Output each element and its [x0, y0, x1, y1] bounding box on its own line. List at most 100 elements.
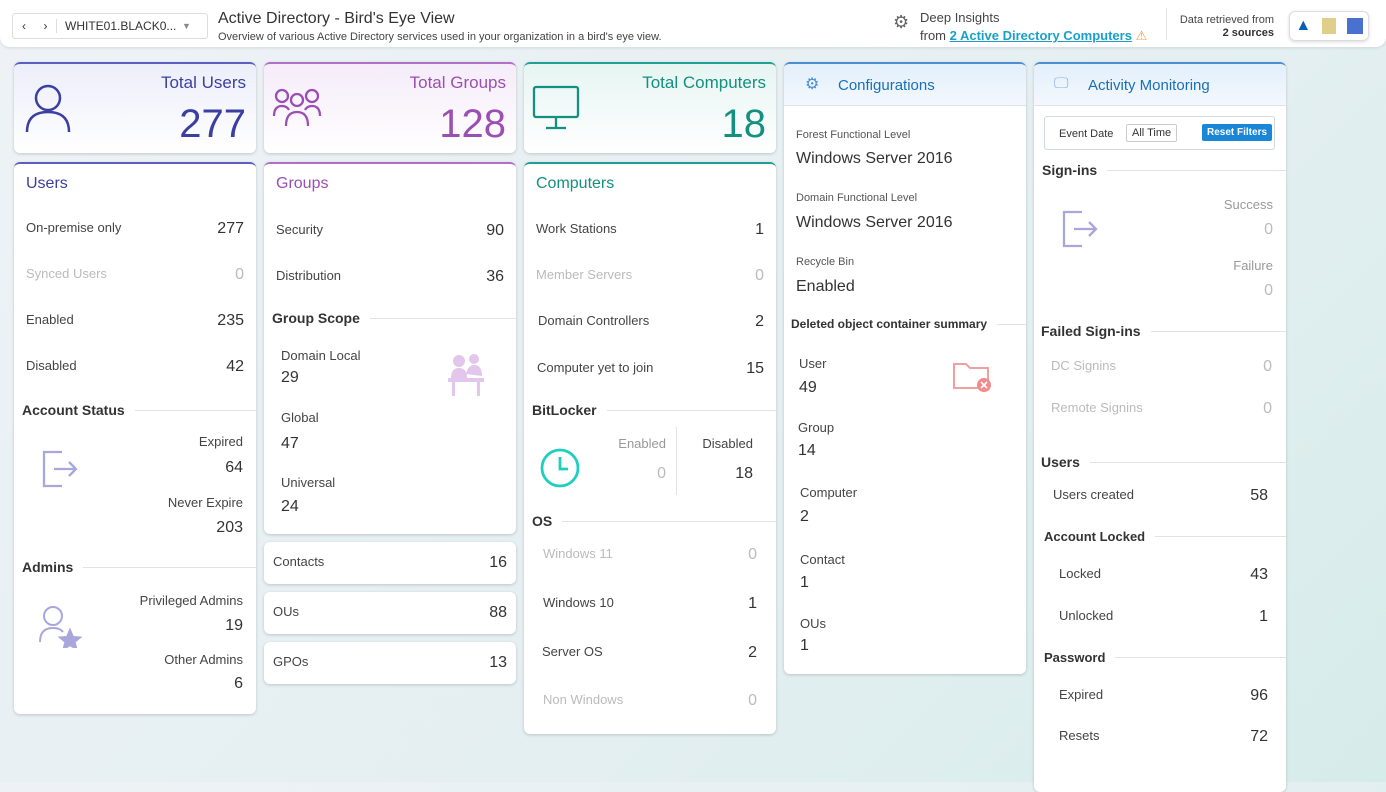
clock-icon: [540, 448, 580, 488]
computers-row[interactable]: Work Stations 1: [536, 221, 764, 239]
users-row[interactable]: Synced Users 0: [26, 266, 244, 284]
section-bitlocker: BitLocker: [532, 402, 776, 418]
privileged-admins-value[interactable]: 19: [225, 617, 243, 634]
folder-delete-icon: [953, 363, 991, 392]
gpos-card[interactable]: GPOs 13: [264, 642, 516, 684]
total-value: 128: [439, 102, 506, 146]
total-groups-card[interactable]: Total Groups 128: [264, 62, 516, 153]
insights-link[interactable]: 2 Active Directory Computers: [949, 28, 1132, 43]
meeting-icon: [448, 354, 484, 396]
note-icon[interactable]: [1321, 18, 1336, 34]
groups-card: Groups Security 90 Distribution 36 Group S…: [264, 162, 516, 534]
deleted-value[interactable]: 2: [800, 508, 809, 525]
os-row[interactable]: Windows 11 0: [543, 546, 757, 564]
retrieved-sources: 2 sources: [1222, 27, 1274, 39]
row-value: 43: [1250, 566, 1268, 583]
row-label: OUs: [273, 604, 299, 619]
never-expire-value[interactable]: 203: [216, 519, 243, 536]
insights-title: Deep Insights: [920, 10, 1000, 25]
section-deleted-objects: Deleted object container summary: [791, 317, 1026, 331]
other-admins-label: Other Admins: [164, 652, 243, 667]
os-row[interactable]: Windows 10 1: [543, 595, 757, 613]
scope-label: Global: [281, 410, 319, 425]
warning-icon: ⚠: [1135, 28, 1148, 43]
total-computers-card[interactable]: Total Computers 18: [524, 62, 776, 153]
activity-row[interactable]: Remote Signins 0: [1051, 400, 1272, 418]
expired-value[interactable]: 64: [225, 459, 243, 476]
search-report-icon[interactable]: [1346, 18, 1363, 34]
scope-value[interactable]: 47: [281, 435, 299, 452]
scope-label: Universal: [281, 475, 336, 490]
row-label: GPOs: [273, 654, 309, 669]
computers-row[interactable]: Domain Controllers 2: [538, 313, 764, 331]
activity-row[interactable]: DC Signins 0: [1051, 358, 1272, 376]
configurations-card: ⚙ Configurations Forest Functional Level…: [784, 62, 1026, 674]
os-row[interactable]: Server OS 2: [542, 644, 757, 662]
row-value: 235: [217, 312, 244, 329]
ous-card[interactable]: OUs 88: [264, 592, 516, 634]
os-row[interactable]: Non Windows 0: [543, 692, 757, 710]
scope-label: Domain Local: [281, 348, 361, 363]
event-date-select[interactable]: All Time: [1126, 124, 1178, 142]
scope-value[interactable]: 29: [281, 369, 299, 386]
row-label: Locked: [1059, 566, 1101, 581]
deleted-value[interactable]: 1: [800, 574, 809, 591]
row-value: 2: [755, 313, 764, 330]
config-label: Recycle Bin: [796, 256, 855, 268]
activity-monitoring-card: 🖵 Activity Monitoring Event Date All Tim…: [1034, 62, 1286, 792]
users-row[interactable]: Disabled 42: [26, 358, 244, 376]
computers-row[interactable]: Member Servers 0: [536, 267, 764, 285]
back-icon[interactable]: ‹: [22, 19, 26, 33]
row-value: 96: [1250, 687, 1268, 704]
config-value: Windows Server 2016: [796, 214, 953, 231]
azure-ad-icon[interactable]: ▲: [1295, 17, 1312, 34]
domain-selector[interactable]: ‹ › WHITE01.BLACK0... ▼: [12, 13, 208, 39]
total-value: 277: [179, 102, 246, 146]
contacts-card[interactable]: Contacts 16: [264, 542, 516, 584]
activity-row[interactable]: Resets 72: [1059, 728, 1268, 746]
row-value: 1: [1259, 608, 1268, 625]
retrieved-label: Data retrieved from: [1179, 14, 1274, 26]
users-row[interactable]: On-premise only 277: [26, 220, 244, 238]
activity-row[interactable]: Users created 58: [1053, 487, 1268, 505]
row-label: Synced Users: [26, 266, 107, 281]
config-value: Enabled: [796, 278, 855, 295]
other-admins-value[interactable]: 6: [234, 675, 243, 692]
section-admins: Admins: [22, 559, 256, 575]
activity-row[interactable]: Expired 96: [1059, 687, 1268, 705]
top-header: ‹ › WHITE01.BLACK0... ▼ Active Directory…: [0, 0, 1386, 47]
bitlocker-disabled-label: Disabled: [702, 436, 753, 451]
computers-row[interactable]: Computer yet to join 15: [537, 360, 764, 378]
scope-value[interactable]: 24: [281, 498, 299, 515]
failure-value[interactable]: 0: [1264, 282, 1273, 299]
groups-row[interactable]: Distribution 36: [276, 268, 504, 286]
row-value: 88: [489, 604, 507, 621]
activity-row[interactable]: Locked 43: [1059, 566, 1268, 584]
row-label: Windows 11: [543, 546, 613, 561]
total-label: Total Groups: [409, 73, 506, 92]
success-label: Success: [1223, 197, 1273, 212]
row-value: 0: [1263, 358, 1272, 375]
deleted-value[interactable]: 14: [798, 442, 816, 459]
success-value[interactable]: 0: [1264, 221, 1273, 238]
deleted-label: Group: [798, 420, 835, 435]
chevron-down-icon[interactable]: ▼: [182, 21, 191, 31]
row-value: 0: [235, 266, 244, 283]
activity-row[interactable]: Unlocked 1: [1059, 608, 1268, 626]
card-title: Users: [26, 175, 68, 192]
groups-row[interactable]: Security 90: [276, 222, 504, 240]
row-label: Member Servers: [536, 267, 633, 282]
reset-filters-button[interactable]: Reset Filters: [1202, 124, 1273, 141]
total-users-card[interactable]: Total Users 277: [14, 62, 256, 153]
bitlocker-disabled-value[interactable]: 18: [735, 465, 753, 482]
users-row[interactable]: Enabled 235: [26, 312, 244, 330]
row-label: Enabled: [26, 312, 74, 327]
forward-icon[interactable]: ›: [35, 19, 57, 33]
page-title: Active Directory - Bird's Eye View: [218, 10, 455, 27]
bitlocker-enabled-value[interactable]: 0: [657, 465, 666, 482]
expired-label: Expired: [198, 434, 243, 449]
deleted-value[interactable]: 49: [799, 379, 817, 396]
never-expire-label: Never Expire: [167, 495, 243, 510]
row-label: Remote Signins: [1051, 400, 1143, 415]
deleted-value[interactable]: 1: [800, 637, 809, 654]
